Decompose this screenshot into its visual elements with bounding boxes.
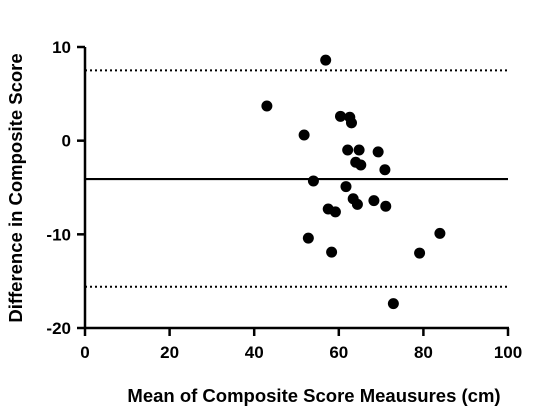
data-point (380, 200, 392, 212)
y-tick-label: 0 (62, 132, 71, 151)
x-tick-label: 0 (80, 343, 89, 362)
data-point (379, 164, 391, 176)
data-point (261, 100, 273, 112)
data-point (307, 175, 319, 187)
y-tick-label: -20 (46, 319, 71, 338)
data-point (372, 146, 384, 158)
data-points (261, 54, 446, 310)
x-tick-label: 40 (245, 343, 264, 362)
x-axis-title: Mean of Composite Score Meausures (cm) (127, 385, 500, 406)
data-point (387, 298, 399, 310)
data-point (340, 181, 352, 193)
data-point (298, 129, 310, 141)
data-point (329, 206, 341, 218)
data-point (326, 246, 338, 258)
data-point (334, 110, 346, 122)
data-point (351, 198, 363, 210)
data-point (345, 117, 357, 129)
x-tick-label: 80 (414, 343, 433, 362)
data-point (302, 232, 314, 244)
y-axis-ticks: -20 -10 0 10 (46, 38, 85, 338)
y-tick-label: -10 (46, 225, 71, 244)
x-tick-label: 60 (329, 343, 348, 362)
data-point (320, 54, 332, 66)
data-point (434, 227, 446, 239)
data-point (368, 195, 380, 207)
data-point (355, 159, 367, 171)
data-point (342, 144, 354, 156)
x-tick-label: 100 (494, 343, 522, 362)
data-point (353, 144, 365, 156)
y-tick-label: 10 (52, 38, 71, 57)
data-point (414, 247, 426, 259)
x-axis-ticks: 0 20 40 60 80 100 (80, 328, 522, 362)
reference-lines (85, 69, 508, 288)
x-tick-label: 20 (160, 343, 179, 362)
y-axis-title: Difference in Composite Score (5, 53, 26, 322)
axes (83, 47, 509, 330)
